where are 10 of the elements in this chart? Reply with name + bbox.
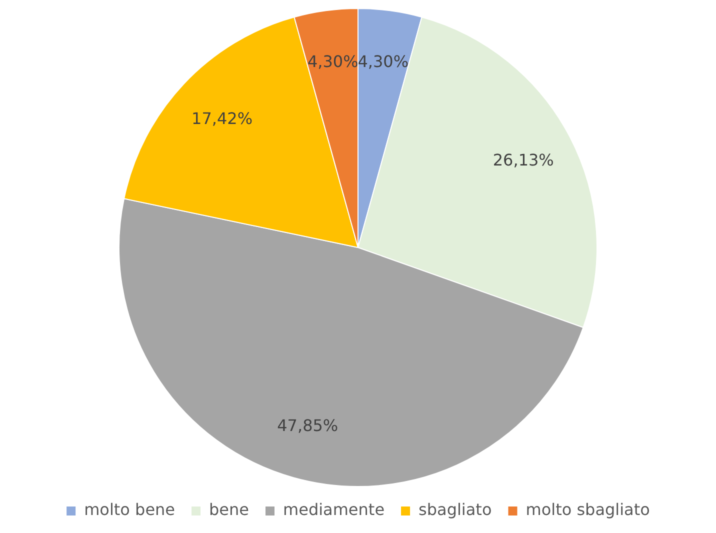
data-label: 26,13% bbox=[492, 150, 554, 170]
data-label: 47,85% bbox=[277, 416, 338, 436]
data-label: 17,42% bbox=[192, 109, 253, 128]
legend-label: molto sbagliato bbox=[526, 500, 650, 520]
data-label: 4,30% bbox=[307, 52, 358, 71]
legend-label: bene bbox=[209, 500, 250, 520]
data-label: 4,30% bbox=[358, 52, 409, 71]
legend-label: mediamente bbox=[283, 500, 385, 520]
legend-label: sbagliato bbox=[418, 500, 492, 520]
legend-label: molto bene bbox=[84, 500, 176, 520]
